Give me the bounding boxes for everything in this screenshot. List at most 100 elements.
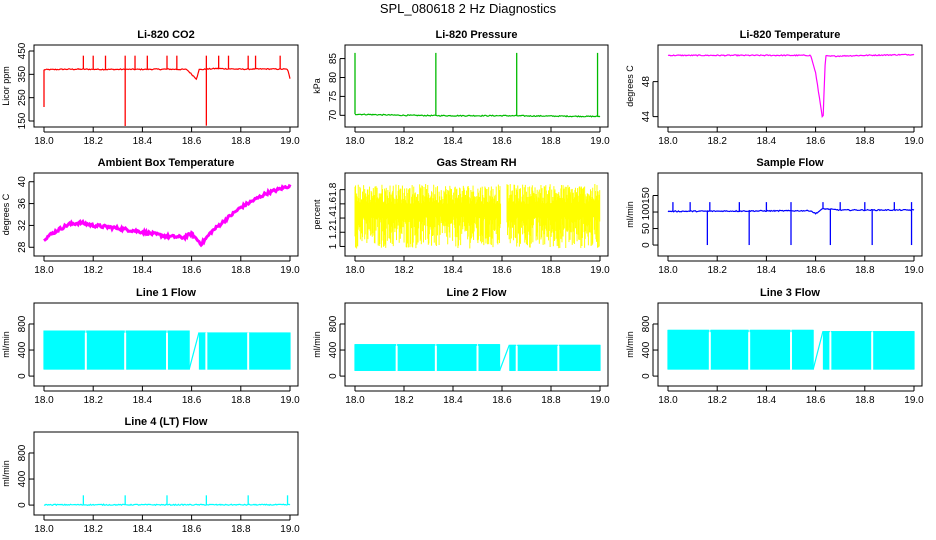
x-tick-label: 19.0 <box>904 395 924 406</box>
x-tick-label: 18.4 <box>757 395 777 406</box>
series-line <box>43 183 292 248</box>
x-tick-label: 18.8 <box>541 265 561 276</box>
panel-7: Line 2 Flow 18.0 18.2 18.4 18.6 18.8 19.0 0 400 8… <box>312 287 610 406</box>
x-tick-label: 18.2 <box>83 395 103 406</box>
panel-title: Line 1 Flow <box>136 287 196 299</box>
panel-title: Line 3 Flow <box>760 287 820 299</box>
y-tick-label: 450 <box>17 42 28 59</box>
panel-title: Li-820 Pressure <box>436 29 518 41</box>
x-tick-label: 18.4 <box>443 395 463 406</box>
y-tick-label: 800 <box>17 315 28 332</box>
series-line <box>43 67 291 81</box>
y-tick-label: 1.2 <box>328 225 339 239</box>
x-tick-label: 18.0 <box>345 136 365 147</box>
x-tick-label: 18.4 <box>443 265 463 276</box>
y-tick-label: 32 <box>17 219 28 231</box>
panel-title: Ambient Box Temperature <box>98 157 235 169</box>
panel-9: Line 4 (LT) Flow 18.0 18.2 18.4 18.6 18.8 19.0… <box>1 416 300 535</box>
plot-box <box>657 172 923 257</box>
x-tick-label: 18.2 <box>707 265 727 276</box>
x-tick-label: 19.0 <box>280 136 300 147</box>
x-tick-label: 18.8 <box>541 136 561 147</box>
y-tick-label: 75 <box>328 90 339 102</box>
y-tick-label: 0 <box>17 373 28 379</box>
y-tick-label: 150 <box>641 187 652 204</box>
y-axis-label: ml/min <box>1 460 11 487</box>
x-tick-label: 18.0 <box>658 136 678 147</box>
y-axis-label: ml/min <box>625 201 635 228</box>
panel-5: Sample Flow 18.0 18.2 18.4 18.6 18.8 19.0 0 50 10… <box>625 157 924 276</box>
x-tick-label: 18.8 <box>231 524 251 535</box>
plot-box <box>344 172 609 257</box>
x-tick-label: 18.8 <box>855 395 875 406</box>
data-layer <box>667 202 915 246</box>
plot-box <box>344 44 609 128</box>
x-tick-label: 18.8 <box>541 395 561 406</box>
x-tick-label: 18.4 <box>133 136 153 147</box>
x-tick-label: 18.0 <box>345 265 365 276</box>
y-tick-label: 800 <box>17 444 28 461</box>
y-tick-label: 400 <box>328 341 339 358</box>
x-tick-label: 18.8 <box>231 136 251 147</box>
x-tick-label: 18.6 <box>182 524 202 535</box>
y-axis-label: kPa <box>312 78 322 94</box>
y-tick-label: 85 <box>328 53 339 65</box>
panel-title: Line 2 Flow <box>447 287 507 299</box>
x-tick-label: 18.4 <box>133 524 153 535</box>
y-tick-label: 36 <box>17 198 28 210</box>
data-layer <box>354 52 601 118</box>
x-tick-label: 18.0 <box>34 524 54 535</box>
y-axis-label: degrees C <box>1 193 11 235</box>
y-tick-label: 1.8 <box>328 182 339 196</box>
x-tick-label: 19.0 <box>904 136 924 147</box>
x-tick-label: 18.6 <box>492 395 512 406</box>
x-tick-label: 18.0 <box>34 265 54 276</box>
flow-ramp <box>188 332 200 370</box>
y-axis-label: Licor ppm <box>1 66 11 106</box>
figure-title: SPL_080618 2 Hz Diagnostics <box>379 1 557 16</box>
y-tick-label: 40 <box>17 176 28 188</box>
y-tick-label: 250 <box>17 89 28 106</box>
x-tick-label: 18.2 <box>83 265 103 276</box>
x-tick-label: 19.0 <box>590 265 610 276</box>
data-layer <box>667 329 915 370</box>
series-line <box>354 113 601 118</box>
x-tick-label: 18.4 <box>757 136 777 147</box>
x-tick-label: 18.2 <box>394 395 414 406</box>
x-tick-label: 18.4 <box>757 265 777 276</box>
x-tick-label: 18.0 <box>34 395 54 406</box>
y-tick-label: 44 <box>641 111 652 123</box>
x-tick-label: 18.6 <box>806 136 826 147</box>
data-layer <box>43 495 291 507</box>
x-tick-label: 18.8 <box>231 395 251 406</box>
x-tick-label: 18.6 <box>182 136 202 147</box>
x-tick-label: 18.4 <box>133 395 153 406</box>
panel-1: Li-820 Pressure 18.0 18.2 18.4 18.6 18.8 19.0 7… <box>312 29 610 147</box>
panel-title: Sample Flow <box>756 157 824 169</box>
data-layer <box>354 184 601 249</box>
x-tick-label: 18.4 <box>443 136 463 147</box>
x-tick-label: 18.2 <box>707 395 727 406</box>
y-tick-label: 150 <box>17 112 28 129</box>
panel-title: Gas Stream RH <box>436 157 516 169</box>
y-tick-label: 28 <box>17 241 28 253</box>
y-tick-label: 400 <box>641 341 652 358</box>
panel-title: Li-820 CO2 <box>137 29 194 41</box>
data-layer <box>43 55 291 126</box>
plot-box <box>33 431 299 516</box>
y-tick-label: 800 <box>641 315 652 332</box>
y-tick-label: 0 <box>641 242 652 248</box>
x-tick-label: 18.6 <box>492 136 512 147</box>
data-layer <box>43 330 291 370</box>
y-tick-label: 400 <box>17 470 28 487</box>
x-tick-label: 18.0 <box>34 136 54 147</box>
series-line <box>667 53 915 118</box>
y-tick-label: 80 <box>328 71 339 83</box>
x-tick-label: 18.0 <box>658 395 678 406</box>
flow-ramp <box>498 344 510 372</box>
x-tick-label: 18.0 <box>658 265 678 276</box>
plot-box <box>657 302 923 387</box>
flow-ramp <box>812 330 824 370</box>
plot-box <box>33 44 299 128</box>
data-layer <box>354 344 601 372</box>
